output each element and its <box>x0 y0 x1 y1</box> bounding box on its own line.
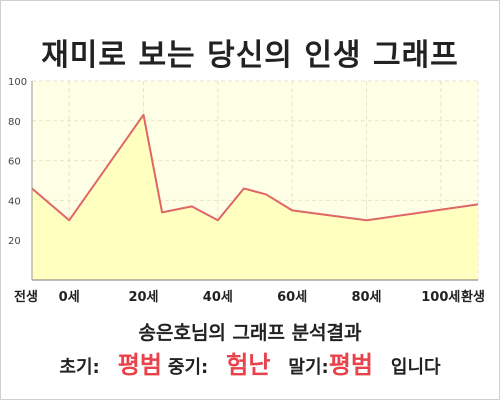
late-value: 평범 <box>328 351 373 379</box>
x-tick-label: 환생 <box>461 289 485 305</box>
life-line <box>31 113 479 222</box>
mid-label: 중기: <box>167 357 209 378</box>
late-label: 말기: <box>288 357 329 378</box>
life-area-fill <box>32 114 478 280</box>
page-title: 재미로 보는 당신의 인생 그래프 <box>41 38 459 73</box>
analysis-results: 초기: 평범 중기: 험난 말기: 평범 입니다 <box>0 345 500 380</box>
y-tick-label: 80 <box>8 117 21 128</box>
x-tick-label: 80세 <box>351 290 381 305</box>
mid-value: 험난 <box>226 351 271 379</box>
x-tick-label: 60세 <box>277 290 307 305</box>
early-label: 초기: <box>59 357 100 378</box>
y-tick-label: 20 <box>8 236 21 247</box>
x-tick-label: 40세 <box>203 290 233 305</box>
y-tick-label: 60 <box>8 157 21 168</box>
x-tick-label: 20세 <box>128 290 158 305</box>
x-tick-label: 100세 <box>421 290 460 305</box>
x-axis-labels: 전생 0세 20세 40세 60세 80세 100세 환생 <box>14 289 485 305</box>
y-tick-label: 100 <box>8 77 27 88</box>
analysis-summary: 송은호님의 그래프 분석결과 <box>138 322 362 344</box>
closing-text: 입니다 <box>390 357 441 378</box>
early-value: 평범 <box>117 351 162 379</box>
y-tick-label: 40 <box>8 196 21 207</box>
y-axis-labels: 20 40 60 80 100 <box>8 77 27 247</box>
x-tick-label: 전생 <box>14 289 38 305</box>
x-tick-label: 0세 <box>59 290 80 305</box>
